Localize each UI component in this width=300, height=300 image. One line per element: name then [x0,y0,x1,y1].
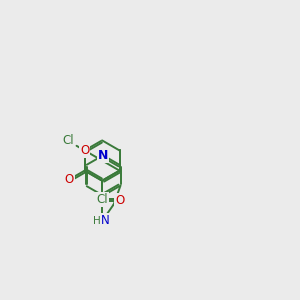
Text: Cl: Cl [96,193,108,206]
Text: N: N [98,149,108,162]
Text: H: H [92,216,100,226]
Text: N: N [101,214,110,227]
Text: O: O [65,173,74,186]
Text: O: O [115,194,124,207]
Text: O: O [80,144,89,157]
Text: Cl: Cl [62,134,74,147]
